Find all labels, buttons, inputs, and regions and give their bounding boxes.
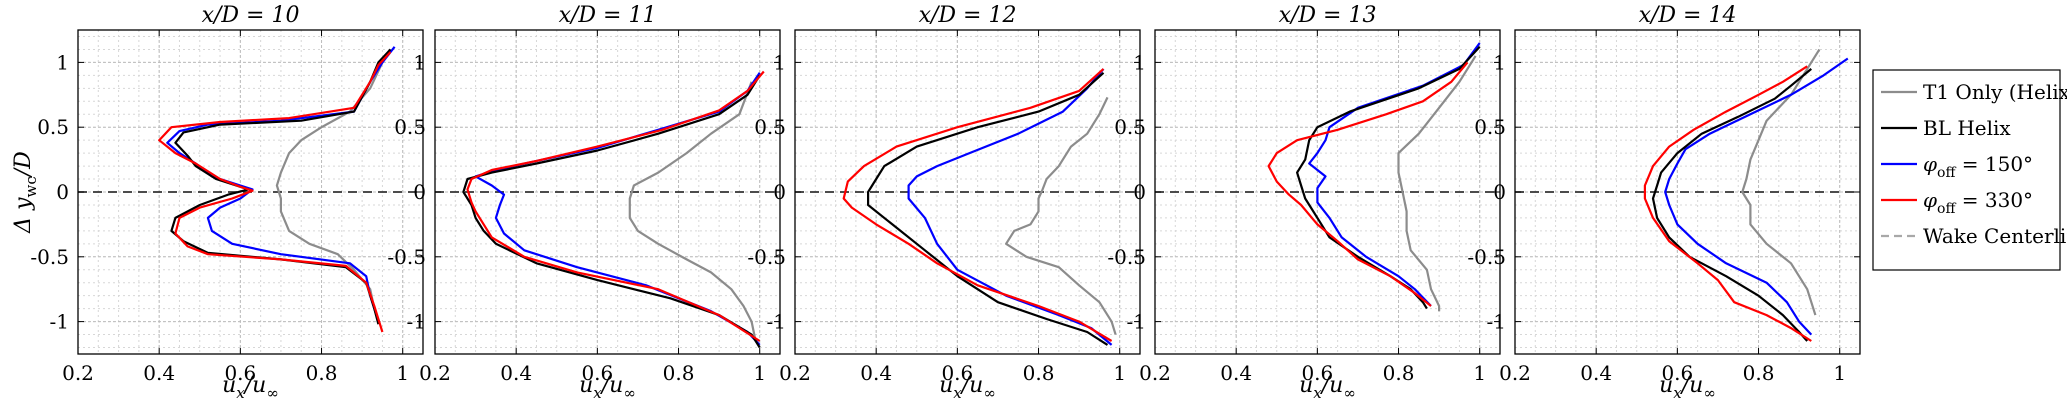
x-tick-label: 0.2 (419, 361, 451, 385)
x-tick-label: 0.6 (1661, 361, 1693, 385)
series-line-t1 (1005, 96, 1117, 335)
x-tick-label: 0.8 (1383, 361, 1415, 385)
x-tick-label: 0.4 (1580, 361, 1612, 385)
x-tick-label: 1 (1113, 361, 1126, 385)
y-tick-label: 1 (1493, 50, 1506, 74)
panel-1: 0.2 0.4 0.6 0.8 1 -1 -0.5 0 0.5 1 x/D = 10 ux/u∞ (30, 3, 424, 402)
series-line-p150 (907, 68, 1113, 346)
panel-title: x/D = 13 (1279, 3, 1377, 28)
y-tick-label: 0.5 (394, 115, 426, 139)
y-tick-label: -1 (1487, 310, 1506, 334)
x-tick-label: 0.8 (1743, 361, 1775, 385)
x-tick-label: 1 (1473, 361, 1486, 385)
x-tick-label: 0.6 (224, 361, 256, 385)
series-line-p150 (1308, 42, 1481, 307)
series-line-t1 (1741, 48, 1821, 316)
x-tick-label: 0.6 (581, 361, 613, 385)
panel-title: x/D = 11 (559, 3, 657, 28)
y-tick-label: -1 (767, 310, 786, 334)
y-tick-label: -0.5 (1107, 245, 1146, 269)
series-line-t1 (275, 48, 392, 322)
y-tick-label: 1 (413, 50, 426, 74)
y-tick-label: 1 (56, 50, 69, 74)
x-tick-label: 0.2 (62, 361, 94, 385)
series-line-bl (462, 74, 761, 349)
series-line-p150 (474, 72, 761, 346)
series-group (1515, 48, 1860, 342)
series-line-p150 (1664, 57, 1849, 336)
x-tick-label: 0.6 (1301, 361, 1333, 385)
y-tick-label: -1 (50, 310, 69, 334)
y-tick-label: 0.5 (37, 115, 69, 139)
x-tick-label: 1 (1833, 361, 1846, 385)
series-line-t1 (628, 81, 757, 342)
x-tick-label: 0.4 (143, 361, 175, 385)
legend-label-t1: T1 Only (Helix) (1923, 80, 2067, 104)
y-tick-label: 0 (413, 180, 426, 204)
y-tick-label: -0.5 (1467, 245, 1506, 269)
legend: T1 Only (Helix) BL Helix φoff = 150° φoff =… (1872, 69, 2067, 271)
legend-label-bl: BL Helix (1923, 116, 2011, 140)
y-tick-label: 0.5 (1474, 115, 1506, 139)
x-axis-label: ux/u∞ (1299, 373, 1356, 400)
legend-box (1872, 69, 2061, 271)
series-line-p330 (466, 70, 765, 342)
y-tick-label: 0 (56, 180, 69, 204)
x-tick-label: 0.2 (1139, 361, 1171, 385)
series-line-bl (1651, 68, 1813, 342)
legend-label-p150: φoff = 150° (1923, 152, 2033, 181)
series-group (1155, 42, 1500, 312)
x-tick-label: 1 (753, 361, 766, 385)
y-tick-label: -0.5 (30, 245, 69, 269)
legend-label-wc: Wake Centerline (1923, 224, 2067, 248)
y-axis-label: Δ ywc/D (11, 151, 40, 234)
series-line-p150 (166, 46, 396, 322)
series-line-p330 (842, 68, 1113, 342)
y-tick-label: -0.5 (387, 245, 426, 269)
x-tick-label: 0.8 (1023, 361, 1055, 385)
y-tick-label: 1 (1133, 50, 1146, 74)
series-line-p330 (1267, 61, 1469, 307)
y-tick-label: 0 (1493, 180, 1506, 204)
panel-title: x/D = 14 (1639, 3, 1737, 28)
x-tick-label: 0.8 (306, 361, 338, 385)
panel-2: 0.2 0.4 0.6 0.8 1 -1 -0.5 0 0.5 1 x/D = 11 ux/u∞ (387, 3, 781, 402)
x-tick-label: 0.6 (941, 361, 973, 385)
panel-4: 0.2 0.4 0.6 0.8 1 -1 -0.5 0 0.5 1 x/D = 13 ux/u∞ (1107, 3, 1501, 402)
x-axis-label: ux/u∞ (1659, 373, 1716, 400)
x-axis-label: ux/u∞ (939, 373, 996, 400)
y-tick-label: 0 (773, 180, 786, 204)
y-tick-label: 0.5 (1114, 115, 1146, 139)
series-line-bl (867, 71, 1109, 346)
x-axis-label: ux/u∞ (222, 373, 279, 400)
series-line-p330 (1643, 65, 1812, 342)
series-line-p330 (158, 51, 392, 333)
series-line-t1 (1397, 55, 1477, 312)
series-group (78, 46, 423, 333)
panel-5: 0.2 0.4 0.6 0.8 1 -1 -0.5 0 0.5 1 x/D = 14 ux/u∞ (1467, 3, 1861, 402)
y-tick-label: 0.5 (754, 115, 786, 139)
x-tick-label: 0.2 (779, 361, 811, 385)
x-axis-label: ux/u∞ (579, 373, 636, 400)
x-tick-label: 0.4 (500, 361, 532, 385)
y-tick-label: -1 (407, 310, 426, 334)
series-group (435, 70, 780, 349)
y-tick-label: 1 (773, 50, 786, 74)
x-tick-label: 0.4 (1220, 361, 1252, 385)
x-tick-label: 0.2 (1499, 361, 1531, 385)
panel-title: x/D = 12 (919, 3, 1017, 28)
panel-title: x/D = 10 (202, 3, 300, 28)
x-tick-label: 0.4 (860, 361, 892, 385)
panel-3: 0.2 0.4 0.6 0.8 1 -1 -0.5 0 0.5 1 x/D = 12 ux/u∞ (747, 3, 1141, 402)
x-tick-label: 0.8 (663, 361, 695, 385)
y-tick-label: -1 (1127, 310, 1146, 334)
legend-label-p330: φoff = 330° (1923, 188, 2033, 217)
y-tick-label: -0.5 (747, 245, 786, 269)
series-group (795, 68, 1140, 346)
y-tick-label: 0 (1133, 180, 1146, 204)
x-tick-label: 1 (396, 361, 409, 385)
